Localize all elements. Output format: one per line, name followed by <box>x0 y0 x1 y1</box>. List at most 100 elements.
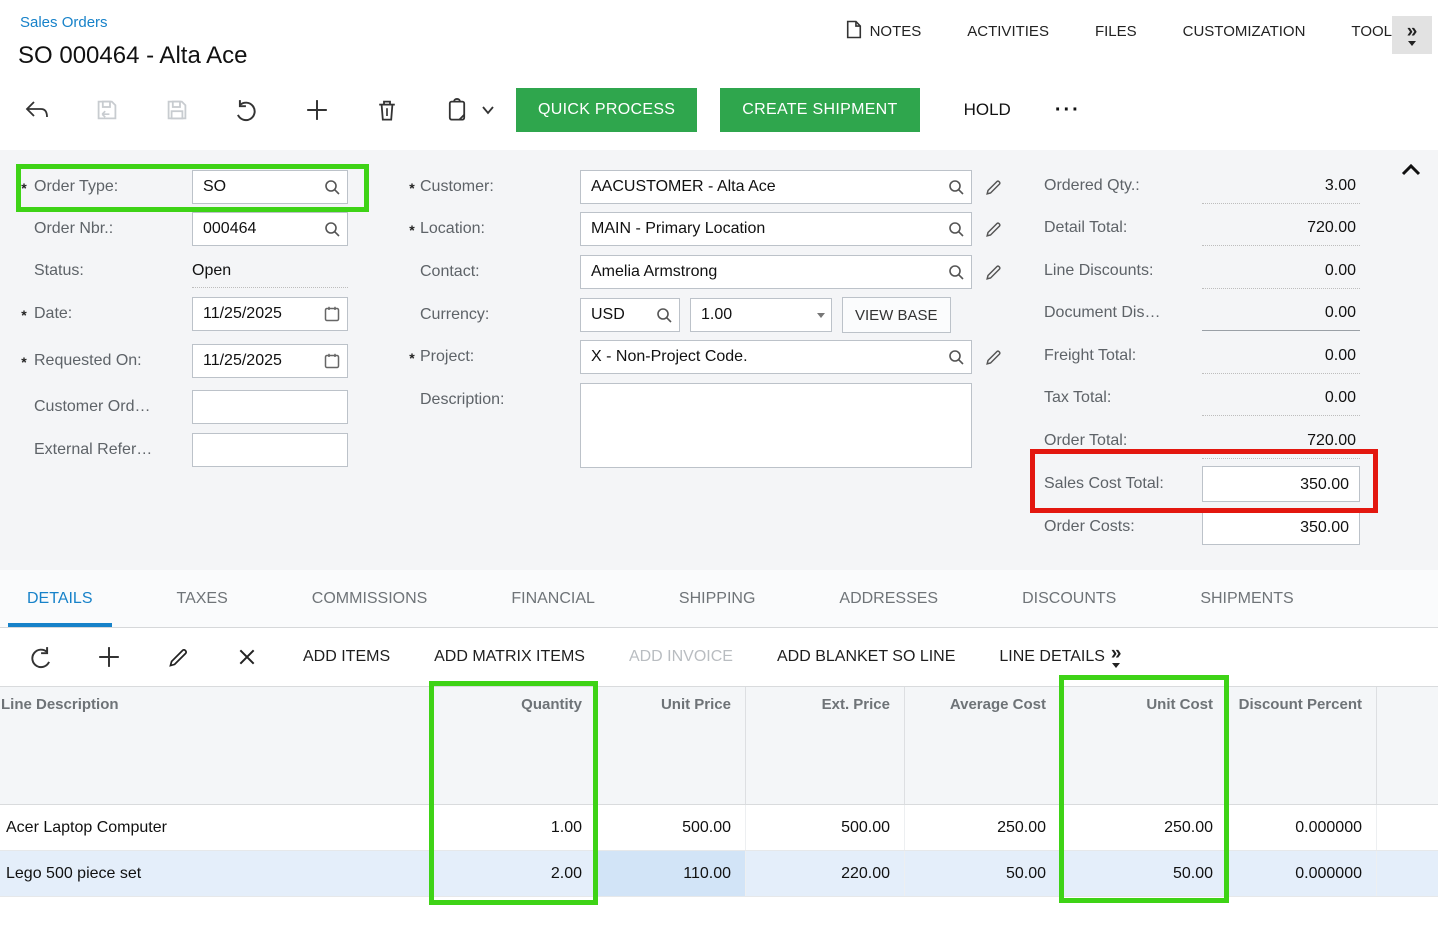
search-icon[interactable] <box>947 263 965 281</box>
cell-line-description[interactable]: Acer Laptop Computer <box>0 805 430 850</box>
contact-input[interactable]: Amelia Armstrong <box>580 255 972 289</box>
delete-icon[interactable] <box>374 97 400 123</box>
quick-process-button[interactable]: QUICK PROCESS <box>516 88 698 132</box>
table-row[interactable]: Lego 500 piece set 2.00 110.00 220.00 50… <box>0 851 1438 897</box>
tab-taxes[interactable]: TAXES <box>176 589 228 607</box>
add-blanket-so-line-button[interactable]: ADD BLANKET SO LINE <box>776 648 956 665</box>
create-shipment-button[interactable]: CREATE SHIPMENT <box>720 88 920 132</box>
calendar-icon[interactable] <box>323 305 341 323</box>
tab-overflow-button[interactable]: » <box>1392 16 1432 54</box>
search-icon[interactable] <box>947 220 965 238</box>
contact-value: Amelia Armstrong <box>591 263 718 280</box>
customer-order-input[interactable] <box>192 390 348 424</box>
column-header-discount-percent[interactable]: Discount Percent <box>1228 687 1377 804</box>
more-actions-button[interactable]: ··· <box>1041 88 1095 132</box>
tab-shipments[interactable]: SHIPMENTS <box>1200 589 1294 607</box>
description-textarea[interactable] <box>580 383 972 468</box>
collapse-panel-icon[interactable] <box>1400 162 1424 182</box>
cell-unit-price[interactable]: 500.00 <box>597 805 746 850</box>
hold-button[interactable]: HOLD <box>950 88 1025 132</box>
cell-quantity[interactable]: 1.00 <box>430 805 597 850</box>
order-nbr-input[interactable]: 000464 <box>192 212 348 246</box>
currency-code-input[interactable]: USD <box>580 298 680 332</box>
line-discounts-label: Line Discounts: <box>1044 262 1154 279</box>
search-icon[interactable] <box>655 306 673 324</box>
breadcrumb[interactable]: Sales Orders <box>20 14 108 31</box>
external-reference-input[interactable] <box>192 433 348 467</box>
menu-item-activities[interactable]: ACTIVITIES <box>967 23 1049 40</box>
search-icon[interactable] <box>947 348 965 366</box>
menu-item-label: CUSTOMIZATION <box>1182 23 1306 40</box>
order-nbr-label: Order Nbr.: <box>34 220 114 237</box>
view-base-button[interactable]: VIEW BASE <box>842 297 951 333</box>
menu-item-notes[interactable]: NOTES <box>846 20 921 43</box>
cell-ext-price[interactable]: 500.00 <box>746 805 905 850</box>
notes-icon <box>846 20 862 43</box>
calendar-icon[interactable] <box>323 352 341 370</box>
edit-contact-pencil-icon[interactable] <box>984 255 1006 289</box>
customer-input[interactable]: AACUSTOMER - Alta Ace <box>580 170 972 204</box>
search-icon[interactable] <box>947 178 965 196</box>
edit-row-pencil-icon[interactable] <box>165 644 191 670</box>
requested-on-input[interactable]: 11/25/2025 <box>192 344 348 378</box>
currency-rate-select[interactable]: 1.00 <box>690 298 832 332</box>
document-discounts-value[interactable]: 0.00 <box>1202 295 1360 331</box>
cell-unit-cost[interactable]: 250.00 <box>1061 805 1228 850</box>
add-matrix-items-button[interactable]: ADD MATRIX ITEMS <box>434 648 585 665</box>
edit-project-pencil-icon[interactable] <box>984 340 1006 374</box>
cell-discount-percent[interactable]: 0.000000 <box>1228 851 1377 896</box>
order-type-value: SO <box>203 178 227 195</box>
search-icon[interactable] <box>323 220 341 238</box>
cell-unit-cost[interactable]: 50.00 <box>1061 851 1228 896</box>
copy-paste-icon[interactable] <box>444 97 470 123</box>
save-icon[interactable] <box>164 97 190 123</box>
cell-average-cost[interactable]: 50.00 <box>905 851 1061 896</box>
overflow-glyph: » <box>1406 21 1418 42</box>
chevron-down-icon[interactable] <box>480 97 496 123</box>
column-header-average-cost[interactable]: Average Cost <box>905 687 1061 804</box>
search-icon[interactable] <box>323 178 341 196</box>
table-row[interactable]: Acer Laptop Computer 1.00 500.00 500.00 … <box>0 805 1438 851</box>
cell-quantity[interactable]: 2.00 <box>430 851 597 896</box>
date-input[interactable]: 11/25/2025 <box>192 297 348 331</box>
order-costs-input[interactable]: 350.00 <box>1202 509 1360 545</box>
order-costs-label: Order Costs: <box>1044 518 1135 535</box>
tab-commissions[interactable]: COMMISSIONS <box>311 589 428 607</box>
column-header-line-description[interactable]: Line Description <box>0 687 430 804</box>
project-input[interactable]: X - Non-Project Code. <box>580 340 972 374</box>
add-icon[interactable] <box>304 97 330 123</box>
column-header-unit-cost[interactable]: Unit Cost <box>1061 687 1228 804</box>
tab-addresses[interactable]: ADDRESSES <box>839 589 939 607</box>
location-input[interactable]: MAIN - Primary Location <box>580 212 972 246</box>
sales-cost-total-input[interactable]: 350.00 <box>1202 466 1360 502</box>
cell-average-cost[interactable]: 250.00 <box>905 805 1061 850</box>
tab-details[interactable]: DETAILS <box>8 570 112 627</box>
currency-label: Currency: <box>420 306 490 323</box>
column-header-quantity[interactable]: Quantity <box>430 687 597 804</box>
add-row-icon[interactable] <box>96 644 122 670</box>
menu-item-customization[interactable]: CUSTOMIZATION <box>1183 23 1306 40</box>
order-type-input[interactable]: SO <box>192 170 348 204</box>
cell-ext-price[interactable]: 220.00 <box>746 851 905 896</box>
save-close-icon[interactable] <box>94 97 120 123</box>
tab-discounts[interactable]: DISCOUNTS <box>1022 589 1117 607</box>
add-items-button[interactable]: ADD ITEMS <box>303 648 391 665</box>
undo-icon[interactable] <box>234 97 260 123</box>
back-icon[interactable] <box>24 97 50 123</box>
grid-toolbar-overflow-button[interactable]: » <box>1111 644 1122 668</box>
cell-unit-price[interactable]: 110.00 <box>597 851 746 896</box>
edit-customer-pencil-icon[interactable] <box>984 170 1006 204</box>
refresh-icon[interactable] <box>27 644 53 670</box>
cell-line-description[interactable]: Lego 500 piece set <box>0 851 430 896</box>
tab-shipping[interactable]: SHIPPING <box>678 589 756 607</box>
column-header-ext-price[interactable]: Ext. Price <box>746 687 905 804</box>
line-details-button[interactable]: LINE DETAILS <box>999 648 1105 665</box>
menu-item-files[interactable]: FILES <box>1095 23 1137 40</box>
delete-row-icon[interactable] <box>234 644 260 670</box>
column-header-unit-price[interactable]: Unit Price <box>597 687 746 804</box>
line-discounts-value: 0.00 <box>1202 253 1360 289</box>
cell-discount-percent[interactable]: 0.000000 <box>1228 805 1377 850</box>
details-grid: Line Description Quantity Unit Price Ext… <box>0 686 1438 897</box>
tab-financial[interactable]: FINANCIAL <box>511 589 595 607</box>
edit-location-pencil-icon[interactable] <box>984 212 1006 246</box>
